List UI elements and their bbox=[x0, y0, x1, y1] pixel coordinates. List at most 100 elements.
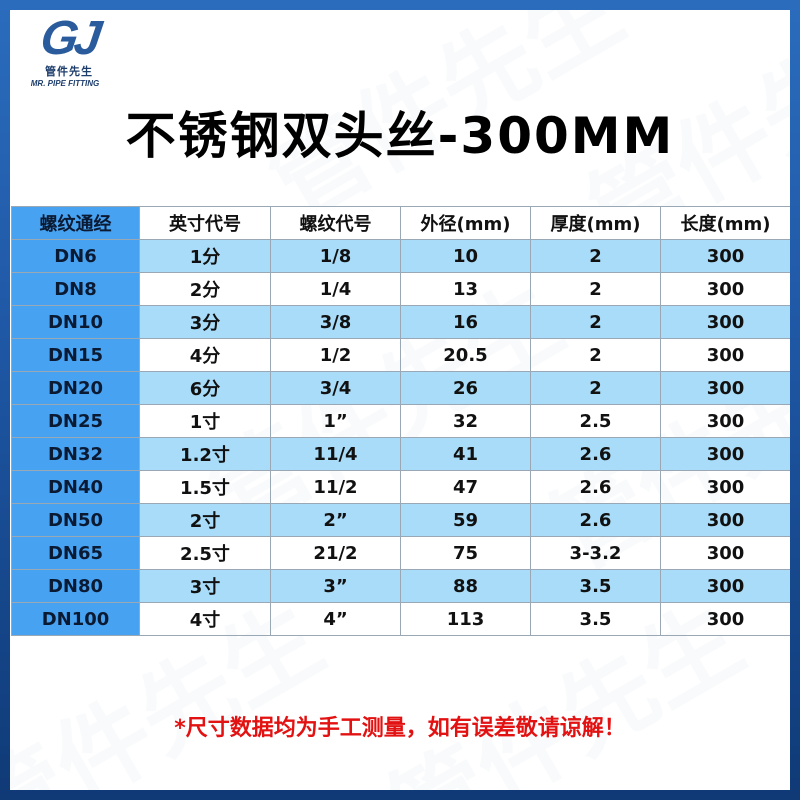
cell-inch: 6分 bbox=[139, 371, 271, 405]
disclaimer-note: *尺寸数据均为手工测量，如有误差敬请谅解！ bbox=[174, 716, 626, 741]
cell-thickness: 3-3.2 bbox=[530, 536, 661, 570]
content-canvas: 管件先生 管件先生 管件先生 管件先生 管件先生 管件先生 GJ 管件先生 MR… bbox=[10, 10, 790, 790]
cell-inch: 4寸 bbox=[139, 602, 271, 636]
header-thickness: 厚度(mm) bbox=[530, 206, 661, 240]
cell-od: 16 bbox=[400, 305, 531, 339]
cell-inch: 3寸 bbox=[139, 569, 271, 603]
cell-length: 300 bbox=[660, 470, 790, 504]
cell-thickness: 2 bbox=[530, 272, 661, 306]
cell-thread: 11/4 bbox=[270, 437, 401, 471]
table-row: DN8 2分 1/4 13 2 300 bbox=[11, 272, 790, 306]
table-row: DN20 6分 3/4 26 2 300 bbox=[11, 371, 790, 405]
cell-od: 59 bbox=[400, 503, 531, 537]
cell-od: 75 bbox=[400, 536, 531, 570]
cell-inch: 1.2寸 bbox=[139, 437, 271, 471]
header-thread-code: 螺纹代号 bbox=[270, 206, 401, 240]
cell-length: 300 bbox=[660, 338, 790, 372]
cell-inch: 2.5寸 bbox=[139, 536, 271, 570]
cell-inch: 2分 bbox=[139, 272, 271, 306]
cell-od: 13 bbox=[400, 272, 531, 306]
cell-dn: DN50 bbox=[11, 503, 140, 537]
cell-dn: DN8 bbox=[11, 272, 140, 306]
cell-od: 113 bbox=[400, 602, 531, 636]
cell-thickness: 2.6 bbox=[530, 470, 661, 504]
cell-length: 300 bbox=[660, 239, 790, 273]
cell-inch: 2寸 bbox=[139, 503, 271, 537]
cell-thread: 2” bbox=[270, 503, 401, 537]
cell-thread: 4” bbox=[270, 602, 401, 636]
table-row: DN10 3分 3/8 16 2 300 bbox=[11, 305, 790, 339]
cell-thickness: 2.5 bbox=[530, 404, 661, 438]
header-inch-code: 英寸代号 bbox=[139, 206, 271, 240]
cell-dn: DN65 bbox=[11, 536, 140, 570]
cell-inch: 3分 bbox=[139, 305, 271, 339]
header-thread-dn: 螺纹通经 bbox=[11, 206, 140, 240]
cell-length: 300 bbox=[660, 437, 790, 471]
cell-inch: 1.5寸 bbox=[139, 470, 271, 504]
cell-thickness: 2 bbox=[530, 239, 661, 273]
cell-length: 300 bbox=[660, 305, 790, 339]
cell-inch: 1分 bbox=[139, 239, 271, 273]
cell-length: 300 bbox=[660, 602, 790, 636]
cell-od: 41 bbox=[400, 437, 531, 471]
cell-length: 300 bbox=[660, 371, 790, 405]
cell-od: 47 bbox=[400, 470, 531, 504]
cell-thickness: 2 bbox=[530, 371, 661, 405]
table-row: DN65 2.5寸 21/2 75 3-3.2 300 bbox=[11, 536, 790, 570]
table-row: DN25 1寸 1” 32 2.5 300 bbox=[11, 404, 790, 438]
table-row: DN15 4分 1/2 20.5 2 300 bbox=[11, 338, 790, 372]
cell-thread: 1/4 bbox=[270, 272, 401, 306]
cell-inch: 1寸 bbox=[139, 404, 271, 438]
logo-mark-icon: GJ bbox=[37, 12, 101, 65]
table-row: DN50 2寸 2” 59 2.6 300 bbox=[11, 503, 790, 537]
cell-thickness: 3.5 bbox=[530, 569, 661, 603]
cell-dn: DN100 bbox=[11, 602, 140, 636]
cell-dn: DN10 bbox=[11, 305, 140, 339]
cell-thread: 1/8 bbox=[270, 239, 401, 273]
cell-thickness: 2 bbox=[530, 338, 661, 372]
header-length: 长度(mm) bbox=[660, 206, 790, 240]
cell-dn: DN15 bbox=[11, 338, 140, 372]
cell-thread: 11/2 bbox=[270, 470, 401, 504]
cell-length: 300 bbox=[660, 536, 790, 570]
cell-thickness: 3.5 bbox=[530, 602, 661, 636]
table-row: DN40 1.5寸 11/2 47 2.6 300 bbox=[11, 470, 790, 504]
cell-length: 300 bbox=[660, 404, 790, 438]
cell-thread: 1/2 bbox=[270, 338, 401, 372]
cell-od: 88 bbox=[400, 569, 531, 603]
cell-thickness: 2.6 bbox=[530, 503, 661, 537]
cell-thread: 3” bbox=[270, 569, 401, 603]
cell-dn: DN80 bbox=[11, 569, 140, 603]
cell-dn: DN20 bbox=[11, 371, 140, 405]
table-row: DN80 3寸 3” 88 3.5 300 bbox=[11, 569, 790, 603]
cell-dn: DN40 bbox=[11, 470, 140, 504]
cell-inch: 4分 bbox=[139, 338, 271, 372]
logo-name-en: MR. PIPE FITTING bbox=[30, 79, 100, 88]
cell-dn: DN6 bbox=[11, 239, 140, 273]
cell-od: 26 bbox=[400, 371, 531, 405]
cell-length: 300 bbox=[660, 569, 790, 603]
table-row: DN32 1.2寸 11/4 41 2.6 300 bbox=[11, 437, 790, 471]
header-outer-diameter: 外径(mm) bbox=[400, 206, 531, 240]
page-title: 不锈钢双头丝-300MM bbox=[125, 107, 675, 165]
cell-thickness: 2 bbox=[530, 305, 661, 339]
brand-logo: GJ 管件先生 MR. PIPE FITTING bbox=[29, 12, 109, 89]
cell-od: 20.5 bbox=[400, 338, 531, 372]
cell-thread: 1” bbox=[270, 404, 401, 438]
cell-thickness: 2.6 bbox=[530, 437, 661, 471]
cell-thread: 3/8 bbox=[270, 305, 401, 339]
cell-od: 32 bbox=[400, 404, 531, 438]
cell-dn: DN25 bbox=[11, 404, 140, 438]
cell-dn: DN32 bbox=[11, 437, 140, 471]
cell-od: 10 bbox=[400, 239, 531, 273]
table-header-row: 螺纹通经 英寸代号 螺纹代号 外径(mm) 厚度(mm) 长度(mm) bbox=[11, 206, 790, 240]
cell-thread: 21/2 bbox=[270, 536, 401, 570]
spec-table: 螺纹通经 英寸代号 螺纹代号 外径(mm) 厚度(mm) 长度(mm) DN6 … bbox=[11, 206, 790, 636]
logo-name-cn: 管件先生 bbox=[45, 65, 93, 78]
cell-length: 300 bbox=[660, 272, 790, 306]
cell-thread: 3/4 bbox=[270, 371, 401, 405]
table-row: DN100 4寸 4” 113 3.5 300 bbox=[11, 602, 790, 636]
table-row: DN6 1分 1/8 10 2 300 bbox=[11, 239, 790, 273]
cell-length: 300 bbox=[660, 503, 790, 537]
